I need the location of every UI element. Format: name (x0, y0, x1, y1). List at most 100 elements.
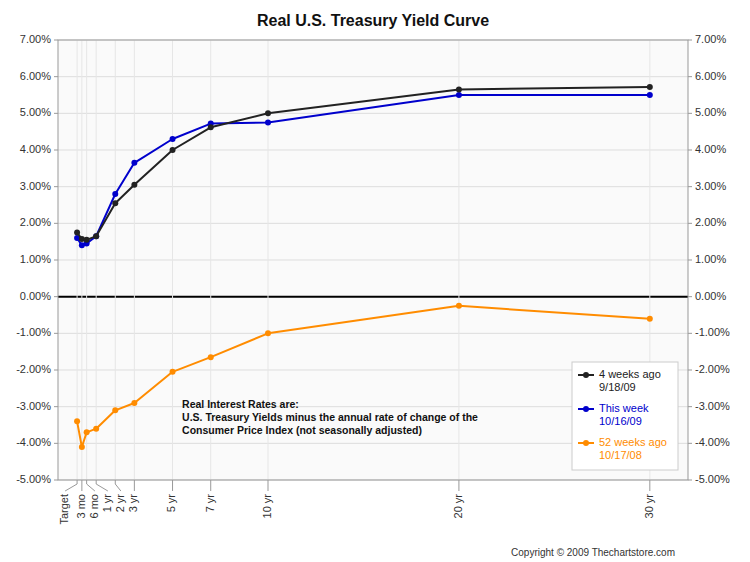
grid-line-y (58, 113, 688, 114)
point (265, 120, 271, 126)
point (74, 418, 80, 424)
x-tick-label: 5 yr (165, 494, 177, 513)
grid-line-x (77, 40, 78, 480)
y2-tick (688, 296, 692, 297)
x-tick-label: 30 yr (643, 494, 655, 519)
y-tick-label: 2.00% (20, 216, 51, 228)
plot-frame (58, 40, 688, 480)
point (93, 233, 99, 239)
point (265, 110, 271, 116)
y-tick (54, 333, 58, 334)
point (79, 444, 85, 450)
x-tick (87, 480, 95, 491)
point (170, 147, 176, 153)
grid-line-x (115, 40, 116, 480)
y-tick-label: -4.00% (16, 436, 51, 448)
y2-tick-label: -3.00% (695, 400, 730, 412)
annotation: Real Interest Rates are:U.S. Treasury Yi… (182, 397, 478, 435)
chart: -5.00% -4.00% -3.00% -2.00% -1.00% 0.00% 1.00%… (0, 0, 750, 562)
plot-area (58, 40, 688, 480)
y2-tick-label: 0.00% (695, 290, 726, 302)
point (647, 84, 653, 90)
x-tick-label: 7 yr (204, 494, 216, 513)
grid-line-x (96, 40, 97, 480)
point (131, 182, 137, 188)
legend-label-line: 10/16/09 (599, 415, 642, 427)
y-tick-label: -2.00% (16, 363, 51, 375)
y2-tick-label: 3.00% (695, 180, 726, 192)
x-tick (210, 480, 211, 491)
point (131, 160, 137, 166)
point (93, 426, 99, 432)
y-tick (54, 296, 58, 297)
point (208, 124, 214, 130)
grid-line-y (58, 186, 688, 187)
copyright: Copyright © 2009 Thechartstore.com (511, 547, 675, 558)
y2-tick-label: -1.00% (695, 326, 730, 338)
series-line (77, 87, 650, 240)
y2-tick (688, 186, 692, 187)
annotation-line: Real Interest Rates are: (182, 397, 299, 409)
legend-swatch-marker (583, 440, 589, 446)
point (208, 354, 214, 360)
grid-line-x (134, 40, 135, 480)
point (93, 233, 99, 239)
y2-tick-label: -2.00% (695, 363, 730, 375)
legend: 4 weeks ago9/18/09This week10/16/0952 we… (572, 362, 678, 470)
legend-label: 52 weeks ago10/17/08 (599, 436, 667, 461)
y2-tick (688, 370, 692, 371)
y-tick-label: 4.00% (20, 143, 51, 155)
point (84, 429, 90, 435)
x-tick (115, 480, 121, 491)
grid-line-y (58, 76, 688, 77)
y-tick (54, 113, 58, 114)
point (112, 200, 118, 206)
point (131, 400, 137, 406)
title: Real U.S. Treasury Yield Curve (257, 12, 489, 29)
y2-tick (688, 333, 692, 334)
y-tick (54, 443, 58, 444)
y-tick (54, 370, 58, 371)
legend-label-line: 9/18/09 (599, 381, 636, 393)
y-tick (54, 40, 58, 41)
point (456, 303, 462, 309)
legend-label-line: 4 weeks ago (599, 368, 661, 380)
grid-line-y (58, 223, 688, 224)
y-tick (54, 76, 58, 77)
y-tick (54, 260, 58, 261)
y2-tick (688, 40, 692, 41)
y-tick-label: -5.00% (16, 473, 51, 485)
y2-tick (688, 406, 692, 407)
y-tick-label: 5.00% (20, 106, 51, 118)
y2-tick (688, 443, 692, 444)
y2-tick-label: 2.00% (695, 216, 726, 228)
y2-tick-label: 1.00% (695, 253, 726, 265)
series-line (77, 95, 650, 245)
x-tick-label: 3 mo (75, 494, 87, 518)
y2-tick (688, 480, 692, 481)
annotation-line: Consumer Price Index (not seasonally adj… (182, 423, 422, 435)
point (647, 92, 653, 98)
y-tick-label: 3.00% (20, 180, 51, 192)
y-tick-label: -3.00% (16, 400, 51, 412)
y2-tick (688, 113, 692, 114)
point (84, 237, 90, 243)
y2-axis: -5.00%-4.00%-3.00%-2.00%-1.00%0.00%1.00%… (688, 33, 730, 485)
x-tick (172, 480, 173, 491)
zero-line (58, 296, 688, 298)
series (74, 92, 653, 248)
point (456, 87, 462, 93)
point (647, 316, 653, 322)
x-tick-label: 6 mo (88, 494, 100, 518)
grid-line-y (58, 333, 688, 334)
x-tick-label: 20 yr (452, 494, 464, 519)
grid-line-y (58, 260, 688, 261)
grid-line-x (81, 40, 82, 480)
y-tick (54, 480, 58, 481)
legend-swatch-marker (583, 372, 589, 378)
x-tick-label: 2 yr (114, 494, 126, 513)
y2-tick-label: -5.00% (695, 473, 730, 485)
point (112, 191, 118, 197)
x-tick-label: 1 yr (101, 494, 113, 513)
y2-tick (688, 76, 692, 77)
